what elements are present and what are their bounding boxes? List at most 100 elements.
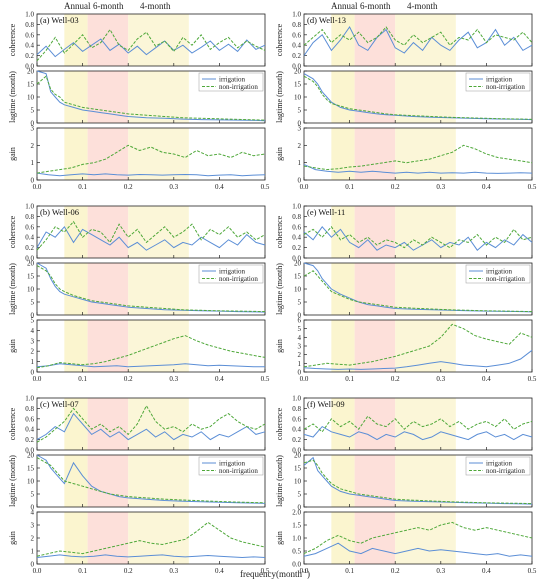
subplot-2-gain: 0 1 2 3 0.0 0.1 0.2 0.3 0.4 0.5 gain xyxy=(275,125,537,192)
y-tick-label: 2 xyxy=(298,142,302,150)
y-tick-label: 0 xyxy=(31,177,35,185)
y-tick-label: 0.2 xyxy=(292,52,301,60)
legend-box xyxy=(198,264,264,284)
subplot-3-coherence: 0.0 0.2 0.4 0.6 0.8 1.0 coherence (b) Well-06 xyxy=(8,203,266,263)
x-tick-label: 0.1 xyxy=(345,567,354,575)
x-tick-label: 0.2 xyxy=(391,375,400,383)
subplot-4-lagtimemonth: 0 5 10 15 20 lagtime (month) irrigationnon-irr… xyxy=(275,260,533,320)
y-axis-label: gain xyxy=(8,531,17,545)
x-tick-label: 0.3 xyxy=(436,375,445,383)
y-tick-label: 10 xyxy=(27,94,35,102)
series-irrigation xyxy=(303,26,533,56)
y-tick-label: 1 xyxy=(298,360,302,368)
frequency-band xyxy=(354,455,396,507)
frequency-band xyxy=(395,128,456,180)
y-tick-label: 3 xyxy=(298,343,302,351)
y-tick-label: 0.0 xyxy=(292,561,301,569)
y-axis-label: gain xyxy=(275,147,284,161)
y-tick-label: 2 xyxy=(31,142,35,150)
y-tick-label: 1.0 xyxy=(292,535,301,543)
subplot-4-coherence: 0.0 0.2 0.4 0.6 0.8 1.0 coherence (e) Well-11 xyxy=(275,203,533,263)
subplot-2-coherence: 0.0 0.2 0.4 0.6 0.8 1.0 coherence (d) Well-13 xyxy=(275,11,533,71)
frequency-band xyxy=(395,206,456,258)
series-non-irrigation xyxy=(36,75,266,121)
legend-box xyxy=(465,72,531,92)
y-tick-label: 2 xyxy=(31,535,35,543)
y-tick-label: 1.5 xyxy=(292,522,301,530)
frequency-band xyxy=(128,206,189,258)
x-caption-text: frequency(month xyxy=(240,569,302,579)
x-tick-label: 0.1 xyxy=(78,567,87,575)
subplot-2-lagtimemonth: 0 5 10 15 20 lagtime (month) irrigationnon-irr… xyxy=(275,68,533,128)
frequency-band xyxy=(128,71,189,123)
series-irrigation xyxy=(303,163,533,174)
panel-title: (b) Well-06 xyxy=(40,207,79,217)
y-tick-label: 0.6 xyxy=(25,31,34,39)
x-tick-label: 0.3 xyxy=(169,183,178,191)
y-tick-label: 0.4 xyxy=(292,42,301,50)
y-tick-label: 3 xyxy=(298,125,302,133)
subplot-5-lagtimemonth: 0 5 10 15 20 lagtime (month) irrigationnon-irr… xyxy=(8,452,266,512)
x-tick-label: 0.0 xyxy=(300,567,309,575)
y-tick-label: 0.4 xyxy=(25,426,34,434)
frequency-band xyxy=(128,398,189,450)
y-tick-label: 0.6 xyxy=(292,415,301,423)
legend-label-non-irrigation: non-irrigation xyxy=(219,83,258,91)
plot-frame xyxy=(36,205,266,259)
frequency-band xyxy=(331,320,355,372)
y-tick-label: 5 xyxy=(298,299,302,307)
y-tick-label: 10 xyxy=(294,94,302,102)
series-non-irrigation xyxy=(303,144,533,171)
x-tick-label: 0.4 xyxy=(482,183,491,191)
frequency-band xyxy=(64,455,88,507)
y-tick-label: 0.0 xyxy=(25,447,34,455)
x-tick-label: 0.0 xyxy=(33,375,42,383)
y-tick-label: 20 xyxy=(27,260,35,268)
y-tick-label: 0.6 xyxy=(292,31,301,39)
frequency-band xyxy=(128,128,189,180)
x-tick-label: 0.4 xyxy=(482,567,491,575)
frequency-band xyxy=(395,320,456,372)
legend-label-irrigation: irrigation xyxy=(219,268,246,276)
series-non-irrigation xyxy=(303,75,533,120)
y-axis-label: gain xyxy=(8,339,17,353)
x-tick-label: 0.2 xyxy=(124,183,133,191)
legend-box xyxy=(198,72,264,92)
x-tick-label: 0.4 xyxy=(215,375,224,383)
x-tick-label: 0.3 xyxy=(169,375,178,383)
plot-frame xyxy=(303,13,533,67)
series-irrigation xyxy=(36,363,265,368)
x-tick-label: 0.3 xyxy=(169,567,178,575)
y-tick-label: 5 xyxy=(31,299,35,307)
panel-title: (d) Well-13 xyxy=(307,15,346,25)
x-caption-close: ) xyxy=(306,569,310,579)
y-tick-label: 0 xyxy=(298,120,302,128)
x-tick-label: 0.2 xyxy=(391,183,400,191)
y-tick-label: 4 xyxy=(298,334,302,342)
y-tick-label: 1 xyxy=(31,159,35,167)
frequency-band xyxy=(64,398,88,450)
series-non-irrigation xyxy=(303,415,533,433)
series-non-irrigation xyxy=(303,270,533,313)
legend-label-non-irrigation: non-irrigation xyxy=(486,83,525,91)
frequency-band xyxy=(395,398,456,450)
frequency-band xyxy=(87,14,129,66)
x-tick-label: 0.5 xyxy=(528,567,537,575)
plot-frame xyxy=(36,319,266,373)
frequency-band xyxy=(331,263,355,315)
y-tick-label: 0 xyxy=(31,504,35,512)
y-tick-label: 5 xyxy=(298,107,302,115)
panel-title: (e) Well-11 xyxy=(307,207,345,217)
frequency-band xyxy=(64,263,88,315)
frequency-band xyxy=(64,206,88,258)
y-tick-label: 5 xyxy=(31,317,35,325)
y-tick-label: 0.2 xyxy=(292,436,301,444)
band-label-6month: 6-month xyxy=(93,1,124,11)
legend-label-irrigation: irrigation xyxy=(486,460,513,468)
y-axis-label: lagtime (month) xyxy=(275,263,284,315)
y-tick-label: 0.2 xyxy=(25,436,34,444)
x-tick-label: 0.2 xyxy=(124,567,133,575)
band-label-4month-left: 4-month xyxy=(140,1,171,11)
y-tick-label: 0.2 xyxy=(25,244,34,252)
frequency-band xyxy=(87,455,129,507)
